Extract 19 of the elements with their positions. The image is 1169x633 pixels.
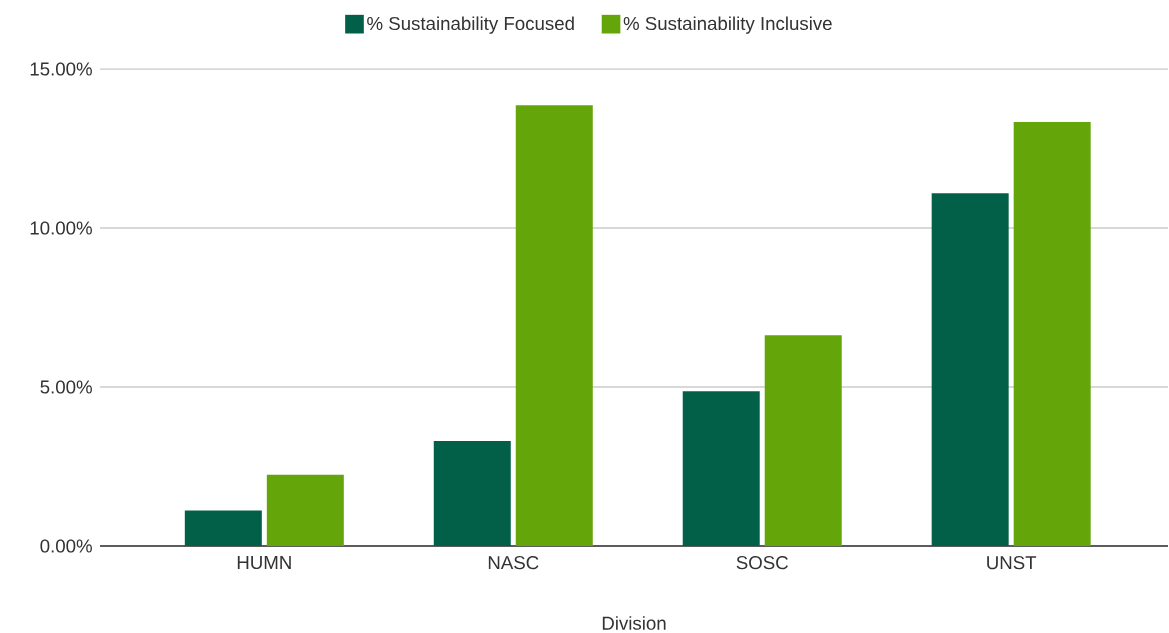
y-tick-label: 0.00% — [40, 539, 92, 553]
bar — [682, 391, 760, 546]
bar — [931, 193, 1009, 546]
bar — [266, 474, 344, 546]
y-tick-label: 10.00% — [30, 221, 92, 235]
y-tick-label: 5.00% — [40, 380, 92, 394]
bar — [433, 441, 511, 546]
x-axis-title: Division — [602, 616, 666, 630]
bar — [1013, 122, 1091, 546]
bar — [515, 105, 593, 546]
y-tick-label: 15.00% — [30, 62, 92, 76]
legend-label: % Sustainability Focused — [367, 16, 574, 34]
x-tick-label: HUMN — [237, 556, 291, 570]
bar — [184, 510, 262, 546]
x-tick-label: UNST — [987, 556, 1037, 570]
x-tick-label: SOSC — [736, 556, 788, 570]
legend-label: % Sustainability Inclusive — [623, 16, 832, 34]
x-tick-label: NASC — [488, 556, 539, 570]
bar — [764, 335, 842, 546]
